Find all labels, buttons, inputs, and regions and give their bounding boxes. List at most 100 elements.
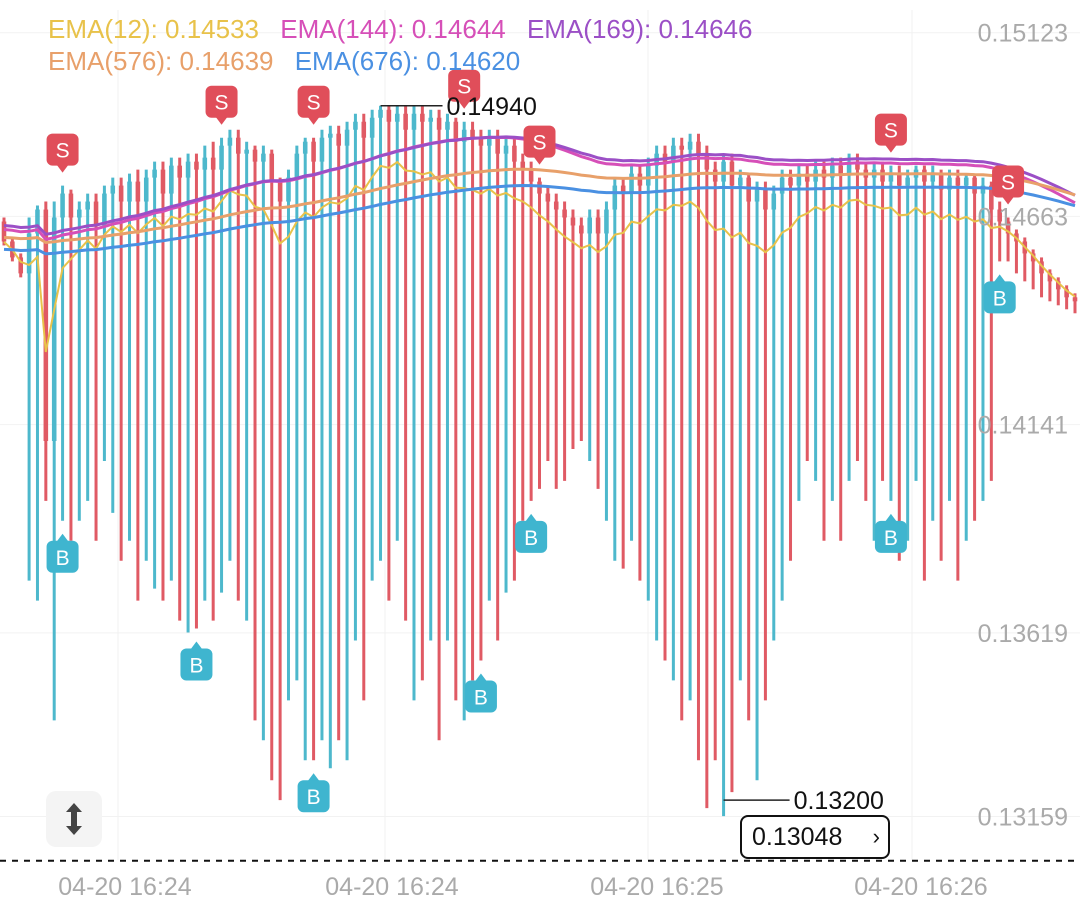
candle-body xyxy=(369,117,375,138)
candle-body xyxy=(252,149,258,162)
sell-pointer xyxy=(1002,196,1015,205)
candle-body xyxy=(1005,221,1011,234)
legend-ema144: EMA(144): 0.14644 xyxy=(280,14,506,44)
sell-label: S xyxy=(884,120,898,143)
buy-label: B xyxy=(56,547,70,570)
candle-body xyxy=(160,169,166,194)
candle-body xyxy=(771,193,777,210)
legend-ema676-value: 0.14620 xyxy=(426,46,521,76)
buy-pointer xyxy=(993,274,1006,283)
candle-body xyxy=(746,177,751,202)
sell-marker: S xyxy=(205,85,238,125)
x-tick-label: 04-20 16:24 xyxy=(58,873,192,901)
current-price-tag[interactable]: 0.13048 › xyxy=(740,815,890,859)
low-price-label: 0.13200 xyxy=(794,787,884,815)
sell-pointer xyxy=(307,116,320,125)
candle-body xyxy=(989,185,994,210)
candle-body xyxy=(947,177,952,190)
candle-body xyxy=(35,209,40,234)
candle-body xyxy=(235,137,241,154)
candle-body xyxy=(687,141,693,150)
legend-ema12-value: 0.14533 xyxy=(165,14,260,44)
y-tick-label: 0.14141 xyxy=(978,412,1068,440)
candle-body xyxy=(528,169,534,182)
sell-marker: S xyxy=(523,125,556,165)
legend-ema169-name: EMA(169) xyxy=(526,14,645,44)
buy-marker: B xyxy=(297,773,330,813)
candle-body xyxy=(277,181,283,202)
buy-label: B xyxy=(474,686,488,709)
candle-body xyxy=(394,113,400,122)
candle-body xyxy=(127,181,132,202)
buy-pointer xyxy=(525,513,538,522)
candle-body xyxy=(294,153,300,178)
candle-body xyxy=(629,173,634,194)
buy-badge xyxy=(983,281,1016,314)
candle-body xyxy=(194,161,199,170)
buy-marker: B xyxy=(515,513,548,553)
candle-body xyxy=(328,133,333,138)
candle-body xyxy=(570,217,576,226)
candle-body xyxy=(361,121,367,138)
sell-label: S xyxy=(307,92,321,115)
candle-body xyxy=(269,153,275,182)
candle-body xyxy=(804,173,810,182)
candle-body xyxy=(963,177,969,186)
y-tick-label: 0.15123 xyxy=(978,20,1068,48)
candle-body xyxy=(955,177,961,186)
candle-body xyxy=(1055,281,1061,290)
buy-marker: B xyxy=(464,673,497,713)
buy-pointer xyxy=(307,773,320,782)
candle-body xyxy=(478,137,484,146)
candle-body xyxy=(18,257,24,274)
candle-body xyxy=(880,169,885,182)
candle-body xyxy=(386,109,392,122)
buy-marker: B xyxy=(874,513,907,553)
sell-marker: S xyxy=(46,133,79,173)
candle-body xyxy=(353,121,358,130)
candle-body xyxy=(545,193,551,202)
buy-badge xyxy=(46,540,79,573)
candle-body xyxy=(302,141,308,154)
y-tick-label: 0.14663 xyxy=(978,203,1068,231)
candle-body xyxy=(143,177,149,202)
sell-marker: S xyxy=(992,165,1025,205)
legend-ema576-name: EMA(576) xyxy=(48,46,166,76)
legend-ema169: EMA(169): 0.14646 xyxy=(526,14,753,44)
buy-label: B xyxy=(993,287,1007,310)
candle-body xyxy=(595,217,601,234)
candle-body xyxy=(897,173,902,186)
scale-toggle-button[interactable] xyxy=(46,791,102,847)
sell-label: S xyxy=(215,92,229,115)
buy-label: B xyxy=(884,527,898,550)
candle-body xyxy=(93,201,99,226)
candle-body xyxy=(420,113,425,122)
x-tick-label: 04-20 16:24 xyxy=(325,873,459,901)
candle-body xyxy=(43,209,49,441)
candle-body xyxy=(704,153,710,170)
high-price-label: 0.14940 xyxy=(447,93,537,121)
x-tick-label: 04-20 16:25 xyxy=(590,873,723,901)
candle-body xyxy=(537,181,542,194)
candle-body xyxy=(261,153,266,162)
sell-pointer xyxy=(56,164,69,173)
candle-body xyxy=(135,181,141,202)
sell-pointer xyxy=(215,116,228,125)
buy-pointer xyxy=(884,513,897,522)
candle-body xyxy=(788,177,793,186)
sell-badge xyxy=(523,125,556,158)
candle-body xyxy=(938,173,944,190)
candle-body xyxy=(453,121,459,142)
candle-body xyxy=(118,185,124,202)
sell-badge xyxy=(992,165,1025,198)
buy-label: B xyxy=(189,655,203,678)
vertical-resize-icon xyxy=(66,803,82,835)
candle-body xyxy=(1047,273,1053,282)
candle-body xyxy=(210,157,216,170)
candle-body xyxy=(503,145,509,154)
candle-body xyxy=(68,193,74,218)
ema576-line xyxy=(3,167,1076,245)
candle-body xyxy=(227,137,233,146)
